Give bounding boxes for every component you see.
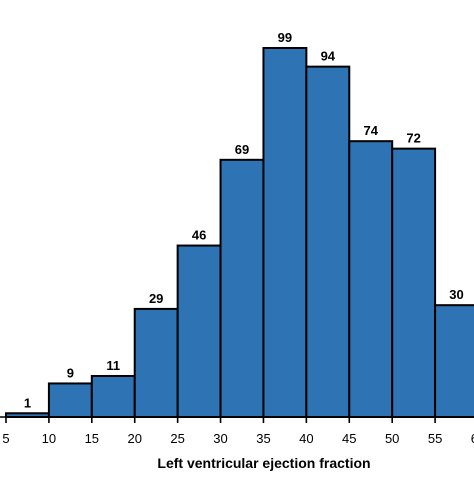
x-tick-label-10: 10 <box>42 431 56 446</box>
bar-30-35 <box>219 158 265 418</box>
bar-35-40 <box>262 47 308 418</box>
bar-10-15 <box>47 382 93 419</box>
bar-25-30 <box>176 244 222 418</box>
x-tick-label-55: 55 <box>428 431 442 446</box>
x-tick-label-25: 25 <box>170 431 184 446</box>
data-label-10-15: 9 <box>67 365 74 380</box>
bar-55-60 <box>434 304 474 419</box>
data-label-15-20: 11 <box>106 358 120 373</box>
x-tick-label-60: 60 <box>471 431 474 446</box>
x-tick-label-20: 20 <box>127 431 141 446</box>
bar-20-25 <box>133 307 179 418</box>
bar-15-20 <box>90 375 136 418</box>
x-tick-label-30: 30 <box>213 431 227 446</box>
x-tick-label-35: 35 <box>256 431 270 446</box>
data-label-30-35: 69 <box>235 142 249 157</box>
x-tick-label-50: 50 <box>385 431 399 446</box>
data-label-25-30: 46 <box>192 228 206 243</box>
data-label-50-55: 72 <box>406 131 420 146</box>
x-tick-label-40: 40 <box>299 431 313 446</box>
data-label-55-60: 30 <box>449 287 463 302</box>
x-tick-label-45: 45 <box>342 431 356 446</box>
data-label-5-10: 1 <box>24 395 31 410</box>
bar-50-55 <box>391 147 437 419</box>
x-ticks-layer: 5 10 15 20 25 30 35 40 45 50 55 60 <box>2 417 474 446</box>
data-labels-layer: 1 9 11 29 46 69 99 94 74 72 30 <box>24 30 464 410</box>
x-axis-title: Left ventricular ejection fraction <box>157 455 370 471</box>
bars-layer <box>5 47 474 419</box>
data-label-35-40: 99 <box>278 30 292 45</box>
bar-45-50 <box>348 140 394 418</box>
data-label-40-45: 94 <box>321 49 336 64</box>
data-label-20-25: 29 <box>149 291 163 306</box>
x-tick-label-15: 15 <box>85 431 99 446</box>
x-tick-label-5: 5 <box>2 431 9 446</box>
bar-40-45 <box>305 65 351 419</box>
data-label-45-50: 74 <box>363 123 378 138</box>
